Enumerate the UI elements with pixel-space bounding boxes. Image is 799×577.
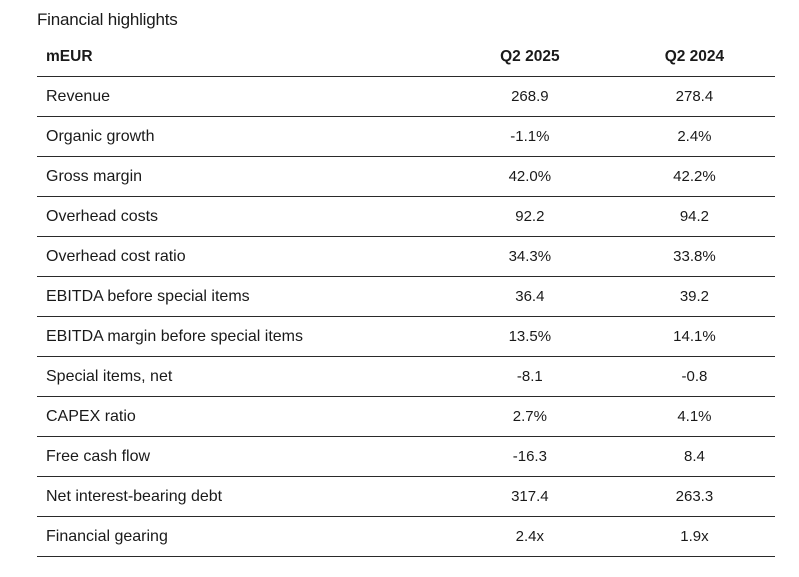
row-label: EBITDA margin before special items (37, 316, 446, 357)
row-value-q2-2025: 34.3% (445, 236, 614, 277)
row-value-q2-2025: -1.1% (445, 116, 614, 157)
row-value-q2-2025: -16.3 (445, 436, 614, 477)
row-value-q2-2024: 1.9x (613, 516, 775, 557)
row-value-q2-2025: 36.4 (445, 276, 614, 317)
table-row: EBITDA before special items 36.4 39.2 (37, 276, 775, 317)
row-label: CAPEX ratio (37, 396, 446, 437)
row-label: Special items, net (37, 356, 446, 397)
row-label: EBITDA before special items (37, 276, 446, 317)
row-label: Overhead cost ratio (37, 236, 446, 277)
row-label: Gross margin (37, 156, 446, 197)
row-value-q2-2025: 13.5% (445, 316, 614, 357)
row-value-q2-2024: -0.8 (613, 356, 775, 397)
row-value-q2-2025: -8.1 (445, 356, 614, 397)
table-row: Special items, net -8.1 -0.8 (37, 356, 775, 397)
row-value-q2-2025: 2.4x (445, 516, 614, 557)
table-header-row: mEUR Q2 2025 Q2 2024 (37, 37, 775, 77)
table-row: Overhead costs 92.2 94.2 (37, 196, 775, 237)
table-row: Overhead cost ratio 34.3% 33.8% (37, 236, 775, 277)
row-value-q2-2025: 268.9 (445, 76, 614, 117)
header-unit: mEUR (37, 37, 446, 77)
table-row: EBITDA margin before special items 13.5%… (37, 316, 775, 357)
row-value-q2-2024: 8.4 (613, 436, 775, 477)
row-value-q2-2024: 42.2% (613, 156, 775, 197)
row-value-q2-2024: 278.4 (613, 76, 775, 117)
row-value-q2-2025: 42.0% (445, 156, 614, 197)
table-row: CAPEX ratio 2.7% 4.1% (37, 396, 775, 437)
row-value-q2-2024: 33.8% (613, 236, 775, 277)
row-label: Net interest-bearing debt (37, 476, 446, 517)
table-row: Net interest-bearing debt 317.4 263.3 (37, 476, 775, 517)
row-value-q2-2024: 39.2 (613, 276, 775, 317)
row-label: Organic growth (37, 116, 446, 157)
row-label: Financial gearing (37, 516, 446, 557)
row-value-q2-2025: 317.4 (445, 476, 614, 517)
table-row: Free cash flow -16.3 8.4 (37, 436, 775, 477)
row-value-q2-2024: 14.1% (613, 316, 775, 357)
table-row: Financial gearing 2.4x 1.9x (37, 516, 775, 557)
row-value-q2-2024: 4.1% (613, 396, 775, 437)
table-row: Revenue 268.9 278.4 (37, 76, 775, 117)
financial-highlights-table: mEUR Q2 2025 Q2 2024 Revenue 268.9 278.4… (37, 37, 775, 557)
row-value-q2-2024: 263.3 (613, 476, 775, 517)
row-value-q2-2025: 92.2 (445, 196, 614, 237)
header-q2-2024: Q2 2024 (613, 37, 775, 77)
page-title: Financial highlights (37, 10, 178, 29)
table-row: Organic growth -1.1% 2.4% (37, 116, 775, 157)
header-q2-2025: Q2 2025 (445, 37, 614, 77)
row-value-q2-2024: 2.4% (613, 116, 775, 157)
row-label: Revenue (37, 76, 446, 117)
row-label: Overhead costs (37, 196, 446, 237)
table-row: Gross margin 42.0% 42.2% (37, 156, 775, 197)
row-value-q2-2024: 94.2 (613, 196, 775, 237)
row-value-q2-2025: 2.7% (445, 396, 614, 437)
row-label: Free cash flow (37, 436, 446, 477)
